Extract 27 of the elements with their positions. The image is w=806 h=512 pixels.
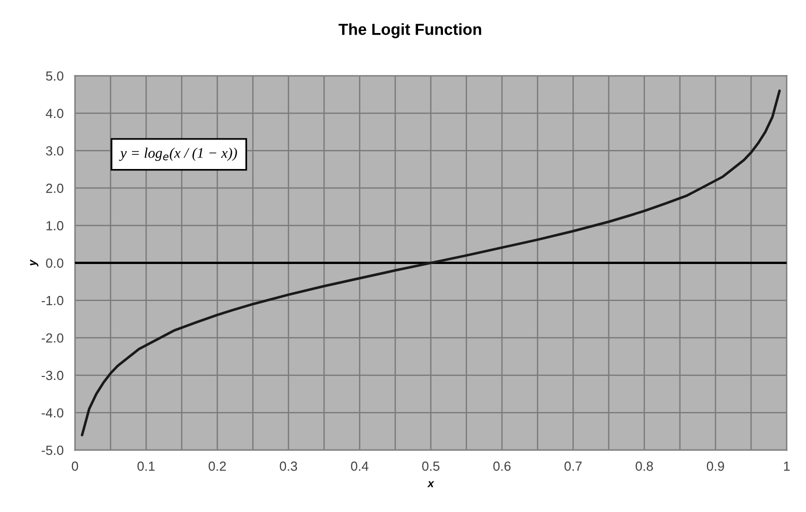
y-tick-label: 4.0 <box>46 108 64 118</box>
y-tick-label: 2.0 <box>46 184 64 193</box>
x-tick-label: 0.6 <box>493 462 511 471</box>
y-tick-label: 0.0 <box>46 258 64 268</box>
x-tick-label: 0.7 <box>564 462 582 471</box>
x-tick-label: 0.5 <box>422 462 440 471</box>
x-tick-label: 0 <box>72 462 78 471</box>
y-tick-label: 5.0 <box>46 71 64 81</box>
y-tick-label: -5.0 <box>42 446 64 455</box>
y-tick-label: -3.0 <box>42 370 64 380</box>
y-axis-title: y <box>30 259 38 266</box>
annotation: y = log$_{e}$(x / (1 − x)) <box>119 148 237 161</box>
y-tick-label: -4.0 <box>42 408 64 418</box>
x-tick-label: 1 <box>784 462 790 471</box>
line-series <box>80 89 781 436</box>
x-tick-label: 0.8 <box>636 462 653 471</box>
x-tick-label: 0.1 <box>137 462 155 471</box>
x-axis-title: x <box>427 481 434 488</box>
x-tick-label: 0.3 <box>280 462 298 471</box>
x-tick-label: 0.2 <box>208 462 226 471</box>
y-tick-label: -2.0 <box>42 333 64 343</box>
x-tick-label: 0.9 <box>706 462 724 471</box>
y-tick-label: 1.0 <box>46 221 64 230</box>
chart-title: The Logit Function <box>338 23 482 38</box>
x-tick-label: 0.4 <box>350 462 368 471</box>
y-tick-label: -1.0 <box>42 296 64 306</box>
y-tick-label: 3.0 <box>46 146 64 156</box>
